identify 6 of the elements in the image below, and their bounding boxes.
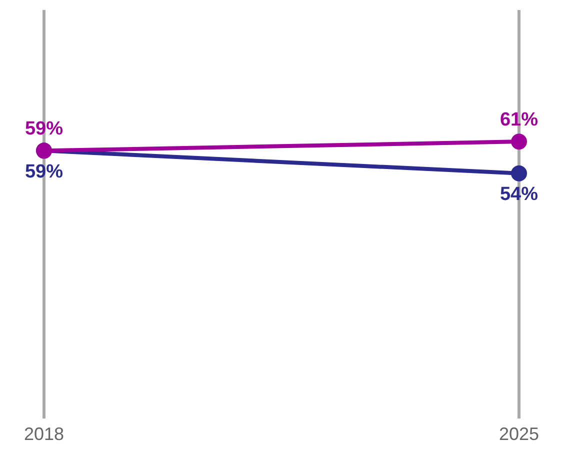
data-label: 59%: [24, 118, 64, 140]
data-label: 59%: [24, 161, 64, 182]
data-label: 61%: [500, 109, 538, 130]
data-label: 54%: [500, 184, 538, 206]
x-tick-label: 2025: [498, 424, 540, 444]
x-tick-label: 2018: [24, 424, 64, 444]
